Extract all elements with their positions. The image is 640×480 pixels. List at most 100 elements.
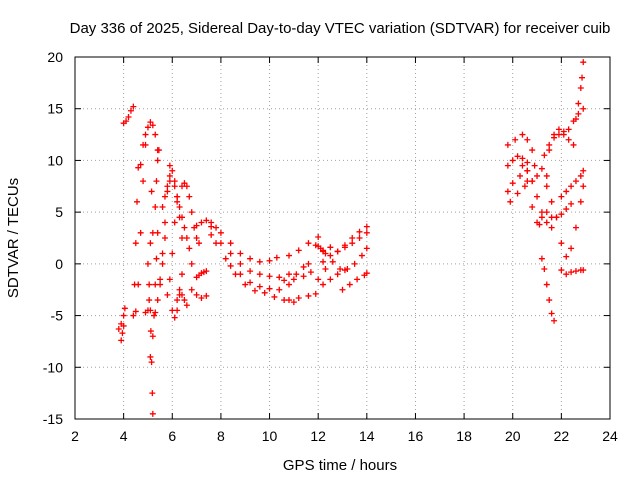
data-point — [509, 157, 516, 164]
data-point — [151, 312, 158, 319]
series-track-17 — [171, 183, 195, 267]
data-point — [351, 260, 358, 267]
data-point — [130, 312, 137, 319]
data-point — [327, 276, 334, 283]
x-tick-label: 10 — [262, 428, 278, 444]
data-point — [575, 100, 582, 107]
data-point — [135, 164, 142, 171]
data-point — [276, 274, 283, 281]
data-point — [577, 172, 584, 179]
series-track-12 — [157, 162, 173, 283]
data-point — [266, 257, 273, 264]
series-track-30 — [286, 290, 319, 304]
data-point — [147, 240, 154, 247]
data-point — [198, 219, 205, 226]
data-point — [149, 390, 156, 397]
data-point — [155, 147, 162, 154]
data-point — [286, 281, 292, 288]
y-tick-label: -15 — [43, 411, 63, 427]
x-tick-label: 4 — [120, 428, 128, 444]
data-point — [247, 279, 254, 286]
data-point — [543, 209, 550, 216]
data-point — [315, 276, 322, 283]
data-point — [208, 231, 215, 238]
data-point — [144, 260, 151, 267]
data-point — [300, 263, 307, 270]
x-tick-labels: 2 4 6 8 10 12 14 16 18 20 22 24 — [71, 428, 618, 444]
data-point — [339, 286, 346, 293]
data-point — [307, 269, 314, 276]
data-point — [140, 178, 147, 185]
data-point — [115, 326, 122, 333]
data-point — [521, 183, 528, 190]
series-track-38 — [504, 153, 531, 169]
data-point — [176, 203, 183, 210]
data-point — [354, 276, 361, 283]
data-point — [123, 118, 130, 125]
data-point — [142, 131, 149, 138]
data-point — [166, 162, 173, 169]
data-point — [572, 178, 579, 185]
series-track-27 — [281, 269, 314, 284]
data-point — [546, 147, 553, 154]
data-point — [198, 294, 205, 301]
data-point — [179, 291, 185, 298]
series-track-47 — [543, 183, 587, 260]
data-point — [247, 255, 254, 262]
data-point — [553, 214, 560, 221]
data-point — [548, 198, 555, 205]
data-point — [504, 162, 511, 169]
data-point — [305, 240, 312, 247]
data-point — [563, 206, 570, 213]
data-point — [125, 113, 132, 120]
data-point — [203, 217, 210, 224]
data-point — [286, 297, 292, 304]
data-point — [551, 131, 558, 138]
data-point — [290, 299, 297, 306]
data-point — [148, 359, 155, 366]
data-point — [286, 252, 292, 259]
data-point — [164, 188, 171, 195]
data-point — [147, 307, 154, 314]
series-track-19 — [179, 180, 203, 247]
data-point — [154, 297, 161, 304]
data-point — [164, 291, 171, 298]
data-point — [179, 271, 185, 278]
data-point — [529, 147, 536, 154]
data-point — [149, 410, 156, 417]
data-point — [147, 328, 154, 335]
data-point — [580, 167, 587, 174]
x-tick-label: 18 — [456, 428, 472, 444]
data-point — [149, 122, 156, 129]
data-point — [186, 245, 193, 252]
data-point — [536, 221, 543, 228]
data-point — [176, 286, 183, 293]
data-point — [320, 281, 327, 288]
data-point — [169, 250, 176, 257]
data-point — [203, 292, 210, 299]
data-point — [154, 157, 161, 164]
data-point — [273, 254, 280, 261]
data-point — [166, 276, 173, 283]
data-point — [580, 267, 587, 274]
data-point — [538, 214, 545, 221]
series-track-43 — [538, 255, 558, 324]
data-point — [157, 276, 164, 283]
data-point — [181, 297, 188, 304]
x-tick-label: 20 — [505, 428, 521, 444]
data-point — [577, 198, 584, 205]
series-track-42 — [524, 178, 545, 228]
x-tick-label: 12 — [310, 428, 326, 444]
y-tick-label: 15 — [47, 101, 63, 117]
data-point — [322, 266, 329, 273]
data-point — [188, 209, 195, 216]
data-point — [179, 214, 185, 221]
data-point — [580, 105, 587, 112]
data-point — [541, 152, 548, 159]
data-point — [548, 224, 555, 231]
data-point — [305, 292, 312, 299]
series-track-48 — [558, 167, 587, 200]
data-point — [529, 203, 536, 210]
series-track-28 — [286, 260, 312, 288]
data-point — [237, 250, 244, 257]
